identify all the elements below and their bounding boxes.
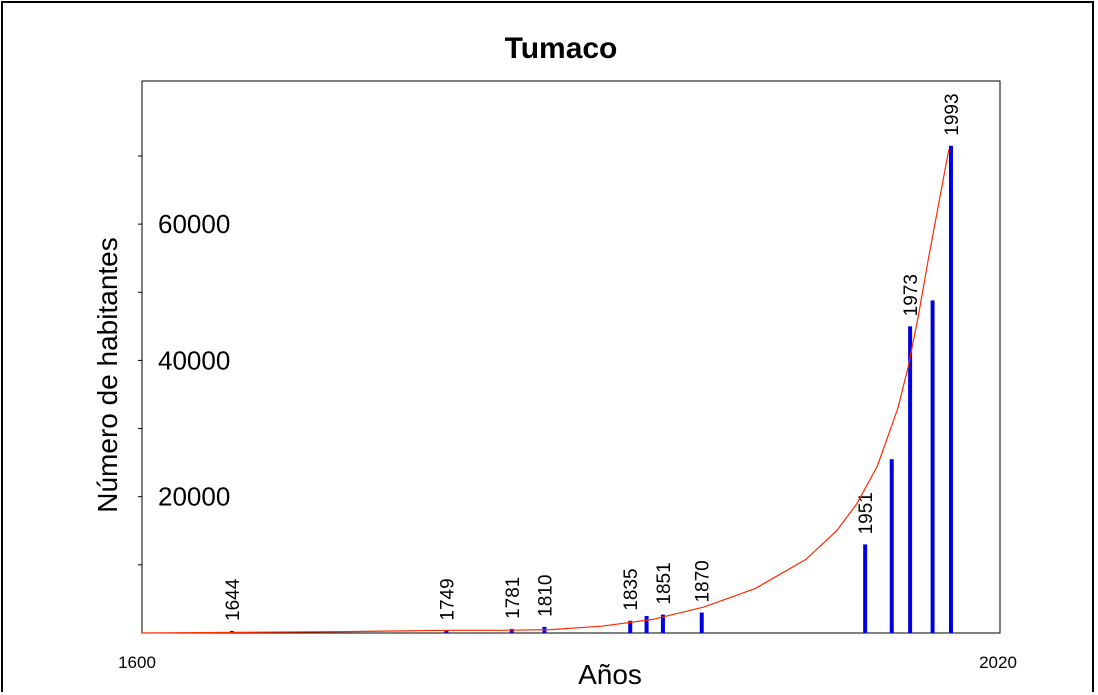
bar-8 xyxy=(863,544,868,633)
plot-area xyxy=(141,80,1001,634)
chart-title: Tumaco xyxy=(505,32,618,65)
bar-1 xyxy=(444,630,449,633)
x-tick-label-end: 2020 xyxy=(979,653,1017,672)
bar-6 xyxy=(660,614,665,633)
bar-2 xyxy=(509,628,514,633)
bar-label-12: 1993 xyxy=(942,93,963,135)
bar-7 xyxy=(699,612,704,633)
y-tick-label-0: 20000 xyxy=(158,482,230,512)
bar-4 xyxy=(628,620,633,633)
bar-label-0: 1644 xyxy=(223,578,244,621)
bar-label-6: 1851 xyxy=(654,562,675,604)
bar-11 xyxy=(930,300,935,633)
x-axis-label: Años xyxy=(578,659,642,690)
bar-label-2: 1781 xyxy=(503,577,524,619)
bar-label-3: 1810 xyxy=(535,575,556,617)
bar-10 xyxy=(908,326,913,633)
bar-label-7: 1870 xyxy=(693,560,714,602)
bar-label-10: 1973 xyxy=(901,274,922,316)
y-tick-label-1: 40000 xyxy=(158,345,230,375)
trend-curve xyxy=(141,148,950,634)
bar-9 xyxy=(889,459,894,633)
bar-12 xyxy=(948,145,953,634)
bar-label-8: 1951 xyxy=(856,492,877,534)
bar-label-4: 1835 xyxy=(621,568,642,610)
bar-5 xyxy=(644,615,649,633)
y-axis-label: Número de habitantes xyxy=(92,237,123,513)
y-tick-label-2: 60000 xyxy=(158,209,230,239)
bar-label-1: 1749 xyxy=(437,578,458,620)
x-tick-label-start: 1600 xyxy=(118,653,156,672)
